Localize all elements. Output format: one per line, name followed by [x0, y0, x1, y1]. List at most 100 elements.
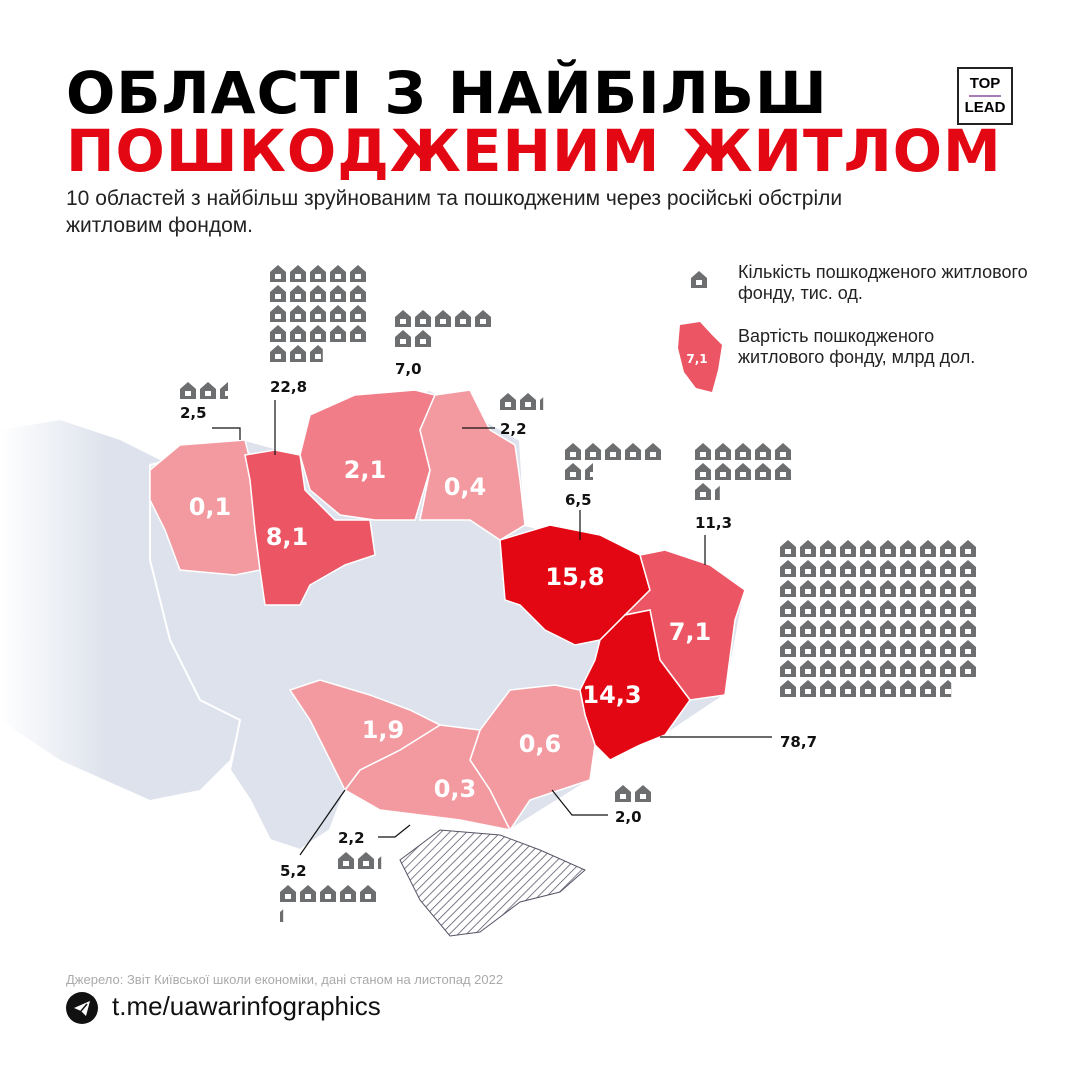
- house-icon: [840, 580, 856, 597]
- house-icon: [860, 620, 876, 637]
- telegram-link[interactable]: t.me/uawarinfographics: [112, 991, 381, 1021]
- house-icon: [940, 640, 956, 657]
- house-icon: [940, 600, 956, 617]
- house-icon: [940, 660, 956, 677]
- house-icon: [415, 330, 431, 347]
- region-cost-label: 0,3: [434, 775, 477, 803]
- house-icon: [900, 580, 916, 597]
- house-icons-group: [270, 265, 366, 362]
- house-icon: [310, 265, 326, 282]
- house-icon: [900, 540, 916, 557]
- region-houses-value: 78,7: [780, 733, 817, 751]
- telegram-icon[interactable]: [66, 992, 98, 1024]
- house-icon: [330, 325, 346, 342]
- house-icon: [880, 640, 896, 657]
- house-icon: [940, 620, 956, 637]
- house-icon: [310, 325, 326, 342]
- house-icon: [800, 600, 816, 617]
- house-icon: [340, 885, 356, 902]
- region-cost-label: 14,3: [582, 681, 641, 709]
- house-icon: [378, 856, 382, 869]
- house-icon: [860, 660, 876, 677]
- house-icon: [695, 443, 711, 460]
- house-icon: [270, 325, 286, 342]
- house-icon: [780, 660, 796, 677]
- house-icon: [960, 620, 976, 637]
- house-icon: [645, 443, 661, 460]
- house-icon: [920, 560, 936, 577]
- house-icons-group: [395, 310, 491, 347]
- house-icons-group: [615, 785, 651, 802]
- callout-line: [551, 789, 608, 816]
- house-icon: [320, 885, 336, 902]
- region-cost-label: 7,1: [669, 618, 712, 646]
- house-icon: [475, 310, 491, 327]
- region-houses-value: 2,0: [615, 808, 642, 826]
- house-icon: [565, 443, 581, 460]
- region-houses-value: 6,5: [565, 491, 592, 509]
- house-icon: [900, 680, 916, 697]
- house-icon: [880, 560, 896, 577]
- house-icon: [940, 560, 956, 577]
- region-houses-value: 22,8: [270, 378, 307, 396]
- region-cost-label: 0,4: [444, 473, 487, 501]
- house-icons-group: [280, 885, 376, 922]
- house-icon: [860, 540, 876, 557]
- house-icon: [860, 680, 876, 697]
- house-icon: [800, 560, 816, 577]
- house-icon: [415, 310, 431, 327]
- callout-line: [299, 789, 346, 856]
- neighbor-countries: [0, 420, 240, 800]
- house-icon: [775, 443, 791, 460]
- house-icon: [755, 463, 771, 480]
- house-icon: [900, 660, 916, 677]
- house-icon: [695, 463, 711, 480]
- region-houses-value: 5,2: [280, 862, 307, 880]
- house-icon: [800, 540, 816, 557]
- house-icon: [860, 580, 876, 597]
- house-icon: [840, 660, 856, 677]
- house-icon: [300, 885, 316, 902]
- house-icon: [780, 540, 796, 557]
- house-icon: [290, 265, 306, 282]
- house-icon: [290, 305, 306, 322]
- region-houses-value: 2,5: [180, 404, 207, 422]
- region-cost-label: 15,8: [545, 563, 604, 591]
- house-icon: [800, 640, 816, 657]
- house-icon: [840, 540, 856, 557]
- house-icon: [455, 310, 471, 327]
- house-icon: [780, 620, 796, 637]
- house-icon: [900, 620, 916, 637]
- house-icon: [900, 560, 916, 577]
- logo-bottom: LEAD: [964, 99, 1006, 116]
- legend-cost-label: Вартість пошкодженого житлового фонду, м…: [738, 326, 976, 367]
- house-icon: [880, 600, 896, 617]
- region-cost-label: 1,9: [362, 716, 405, 744]
- house-icon: [940, 540, 956, 557]
- house-icon: [820, 640, 836, 657]
- house-icon: [715, 443, 731, 460]
- region-houses-value: 7,0: [395, 360, 422, 378]
- house-icon: [540, 397, 544, 410]
- house-icon: [220, 382, 228, 399]
- house-icon: [880, 580, 896, 597]
- house-icon: [715, 485, 720, 500]
- callout-line: [378, 824, 411, 838]
- house-icon: [880, 540, 896, 557]
- house-icon: [820, 600, 836, 617]
- region-houses-value: 2,2: [500, 420, 527, 438]
- callout-line: [212, 427, 241, 440]
- region-cost-label: 0,6: [519, 730, 562, 758]
- house-icon: [960, 660, 976, 677]
- house-icon: [270, 345, 286, 362]
- house-icon: [310, 285, 326, 302]
- house-icon: [820, 580, 836, 597]
- house-icon: [960, 540, 976, 557]
- house-icon: [565, 463, 581, 480]
- house-icon: [780, 560, 796, 577]
- house-icon: [920, 540, 936, 557]
- house-icon: [360, 885, 376, 902]
- house-icon: [350, 285, 366, 302]
- house-icon: [290, 285, 306, 302]
- house-icon: [200, 382, 216, 399]
